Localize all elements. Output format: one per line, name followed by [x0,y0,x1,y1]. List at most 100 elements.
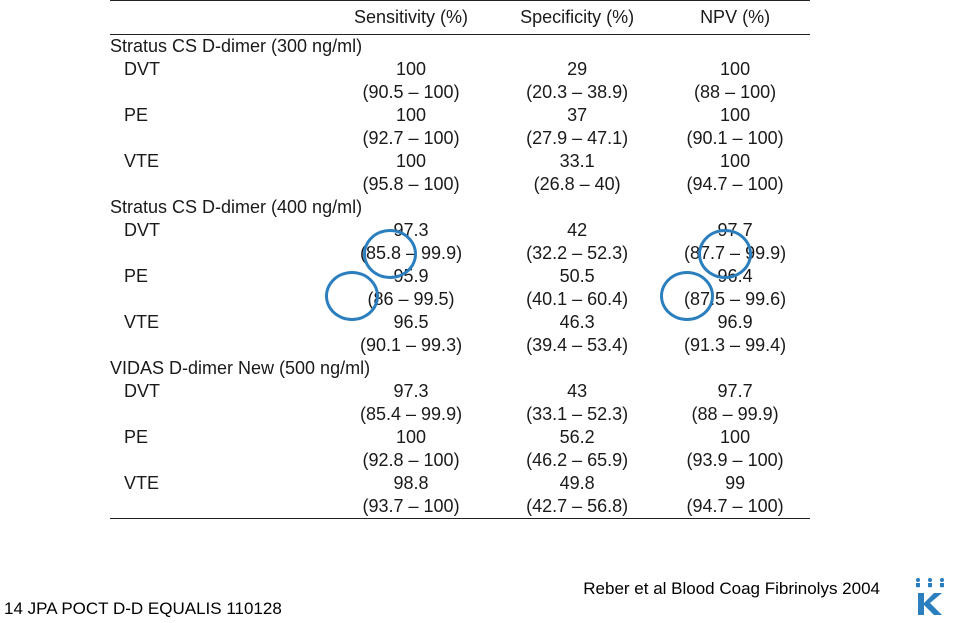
row-label: VTE [110,472,328,495]
value-cell: 97.3 [328,219,494,242]
row-label: DVT [110,58,328,81]
ci-row: (90.1 – 99.3)(39.4 – 53.4)(91.3 – 99.4) [110,334,810,357]
data-row: VTE96.546.396.9 [110,311,810,334]
data-row: DVT10029100 [110,58,810,81]
data-row: DVT97.34397.7 [110,380,810,403]
value-cell: 97.7 [660,380,810,403]
ci-row: (95.8 – 100)(26.8 – 40)(94.7 – 100) [110,173,810,196]
section-title: VIDAS D-dimer New (500 ng/ml) [110,357,810,380]
ci-row: (85.8 – 99.9)(32.2 – 52.3)(87.7 – 99.9) [110,242,810,265]
value-cell: 49.8 [494,472,660,495]
value-cell: 100 [328,150,494,173]
value-cell: 97.3 [328,380,494,403]
value-cell: 29 [494,58,660,81]
ci-row: (92.8 – 100)(46.2 – 65.9)(93.9 – 100) [110,449,810,472]
ci-cell: (42.7 – 56.8) [494,495,660,519]
data-table-container: Sensitivity (%) Specificity (%) NPV (%) … [110,0,810,519]
blank-cell [110,334,328,357]
value-cell: 50.5 [494,265,660,288]
row-label: VTE [110,311,328,334]
section-title-row: Stratus CS D-dimer (300 ng/ml) [110,35,810,59]
ci-row: (90.5 – 100)(20.3 – 38.9)(88 – 100) [110,81,810,104]
blank-cell [110,81,328,104]
value-cell: 37 [494,104,660,127]
blank-cell [110,403,328,426]
ci-cell: (40.1 – 60.4) [494,288,660,311]
ci-cell: (90.1 – 99.3) [328,334,494,357]
value-cell: 98.8 [328,472,494,495]
blank-cell [110,242,328,265]
ci-cell: (86 – 99.5) [328,288,494,311]
ci-cell: (94.7 – 100) [660,173,810,196]
ci-cell: (91.3 – 99.4) [660,334,810,357]
value-cell: 56.2 [494,426,660,449]
row-label: PE [110,265,328,288]
ci-cell: (20.3 – 38.9) [494,81,660,104]
ci-cell: (46.2 – 65.9) [494,449,660,472]
ci-row: (92.7 – 100)(27.9 – 47.1)(90.1 – 100) [110,127,810,150]
ci-cell: (94.7 – 100) [660,495,810,519]
value-cell: 100 [328,426,494,449]
value-cell: 33.1 [494,150,660,173]
ci-cell: (85.8 – 99.9) [328,242,494,265]
col-sensitivity: Sensitivity (%) [328,1,494,35]
ci-row: (85.4 – 99.9)(33.1 – 52.3)(88 – 99.9) [110,403,810,426]
ci-cell: (87.7 – 99.9) [660,242,810,265]
value-cell: 42 [494,219,660,242]
data-row: PE10056.2100 [110,426,810,449]
blank-cell [110,173,328,196]
value-cell: 100 [660,58,810,81]
value-cell: 100 [660,150,810,173]
table-header-row: Sensitivity (%) Specificity (%) NPV (%) [110,1,810,35]
ci-cell: (88 – 100) [660,81,810,104]
section-title-row: VIDAS D-dimer New (500 ng/ml) [110,357,810,380]
value-cell: 100 [328,104,494,127]
row-label: VTE [110,150,328,173]
ci-cell: (92.8 – 100) [328,449,494,472]
blank-cell [110,288,328,311]
performance-table: Sensitivity (%) Specificity (%) NPV (%) … [110,0,810,519]
col-npv: NPV (%) [660,1,810,35]
ci-cell: (90.1 – 100) [660,127,810,150]
ci-cell: (93.7 – 100) [328,495,494,519]
data-row: VTE98.849.899 [110,472,810,495]
value-cell: 46.3 [494,311,660,334]
data-row: PE95.950.596.4 [110,265,810,288]
citation-text: Reber et al Blood Coag Fibrinolys 2004 [583,579,880,599]
data-row: VTE10033.1100 [110,150,810,173]
value-cell: 43 [494,380,660,403]
value-cell: 100 [660,104,810,127]
value-cell: 97.7 [660,219,810,242]
row-label: PE [110,104,328,127]
ci-cell: (27.9 – 47.1) [494,127,660,150]
value-cell: 100 [660,426,810,449]
blank-cell [110,127,328,150]
section-title: Stratus CS D-dimer (300 ng/ml) [110,35,810,59]
row-label: DVT [110,219,328,242]
value-cell: 100 [328,58,494,81]
value-cell: 96.4 [660,265,810,288]
col-blank [110,1,328,35]
col-specificity: Specificity (%) [494,1,660,35]
value-cell: 99 [660,472,810,495]
ci-cell: (88 – 99.9) [660,403,810,426]
ci-cell: (32.2 – 52.3) [494,242,660,265]
org-logo [910,577,950,617]
value-cell: 96.9 [660,311,810,334]
footer-left-text: 14 JPA POCT D-D EQUALIS 110128 [4,599,282,619]
ci-row: (86 – 99.5)(40.1 – 60.4)(87.5 – 99.6) [110,288,810,311]
value-cell: 95.9 [328,265,494,288]
ci-cell: (85.4 – 99.9) [328,403,494,426]
ci-cell: (33.1 – 52.3) [494,403,660,426]
row-label: DVT [110,380,328,403]
data-row: DVT97.34297.7 [110,219,810,242]
ci-cell: (92.7 – 100) [328,127,494,150]
ci-cell: (26.8 – 40) [494,173,660,196]
ci-row: (93.7 – 100)(42.7 – 56.8)(94.7 – 100) [110,495,810,519]
ci-cell: (87.5 – 99.6) [660,288,810,311]
ci-cell: (90.5 – 100) [328,81,494,104]
blank-cell [110,495,328,519]
ci-cell: (39.4 – 53.4) [494,334,660,357]
row-label: PE [110,426,328,449]
section-title-row: Stratus CS D-dimer (400 ng/ml) [110,196,810,219]
